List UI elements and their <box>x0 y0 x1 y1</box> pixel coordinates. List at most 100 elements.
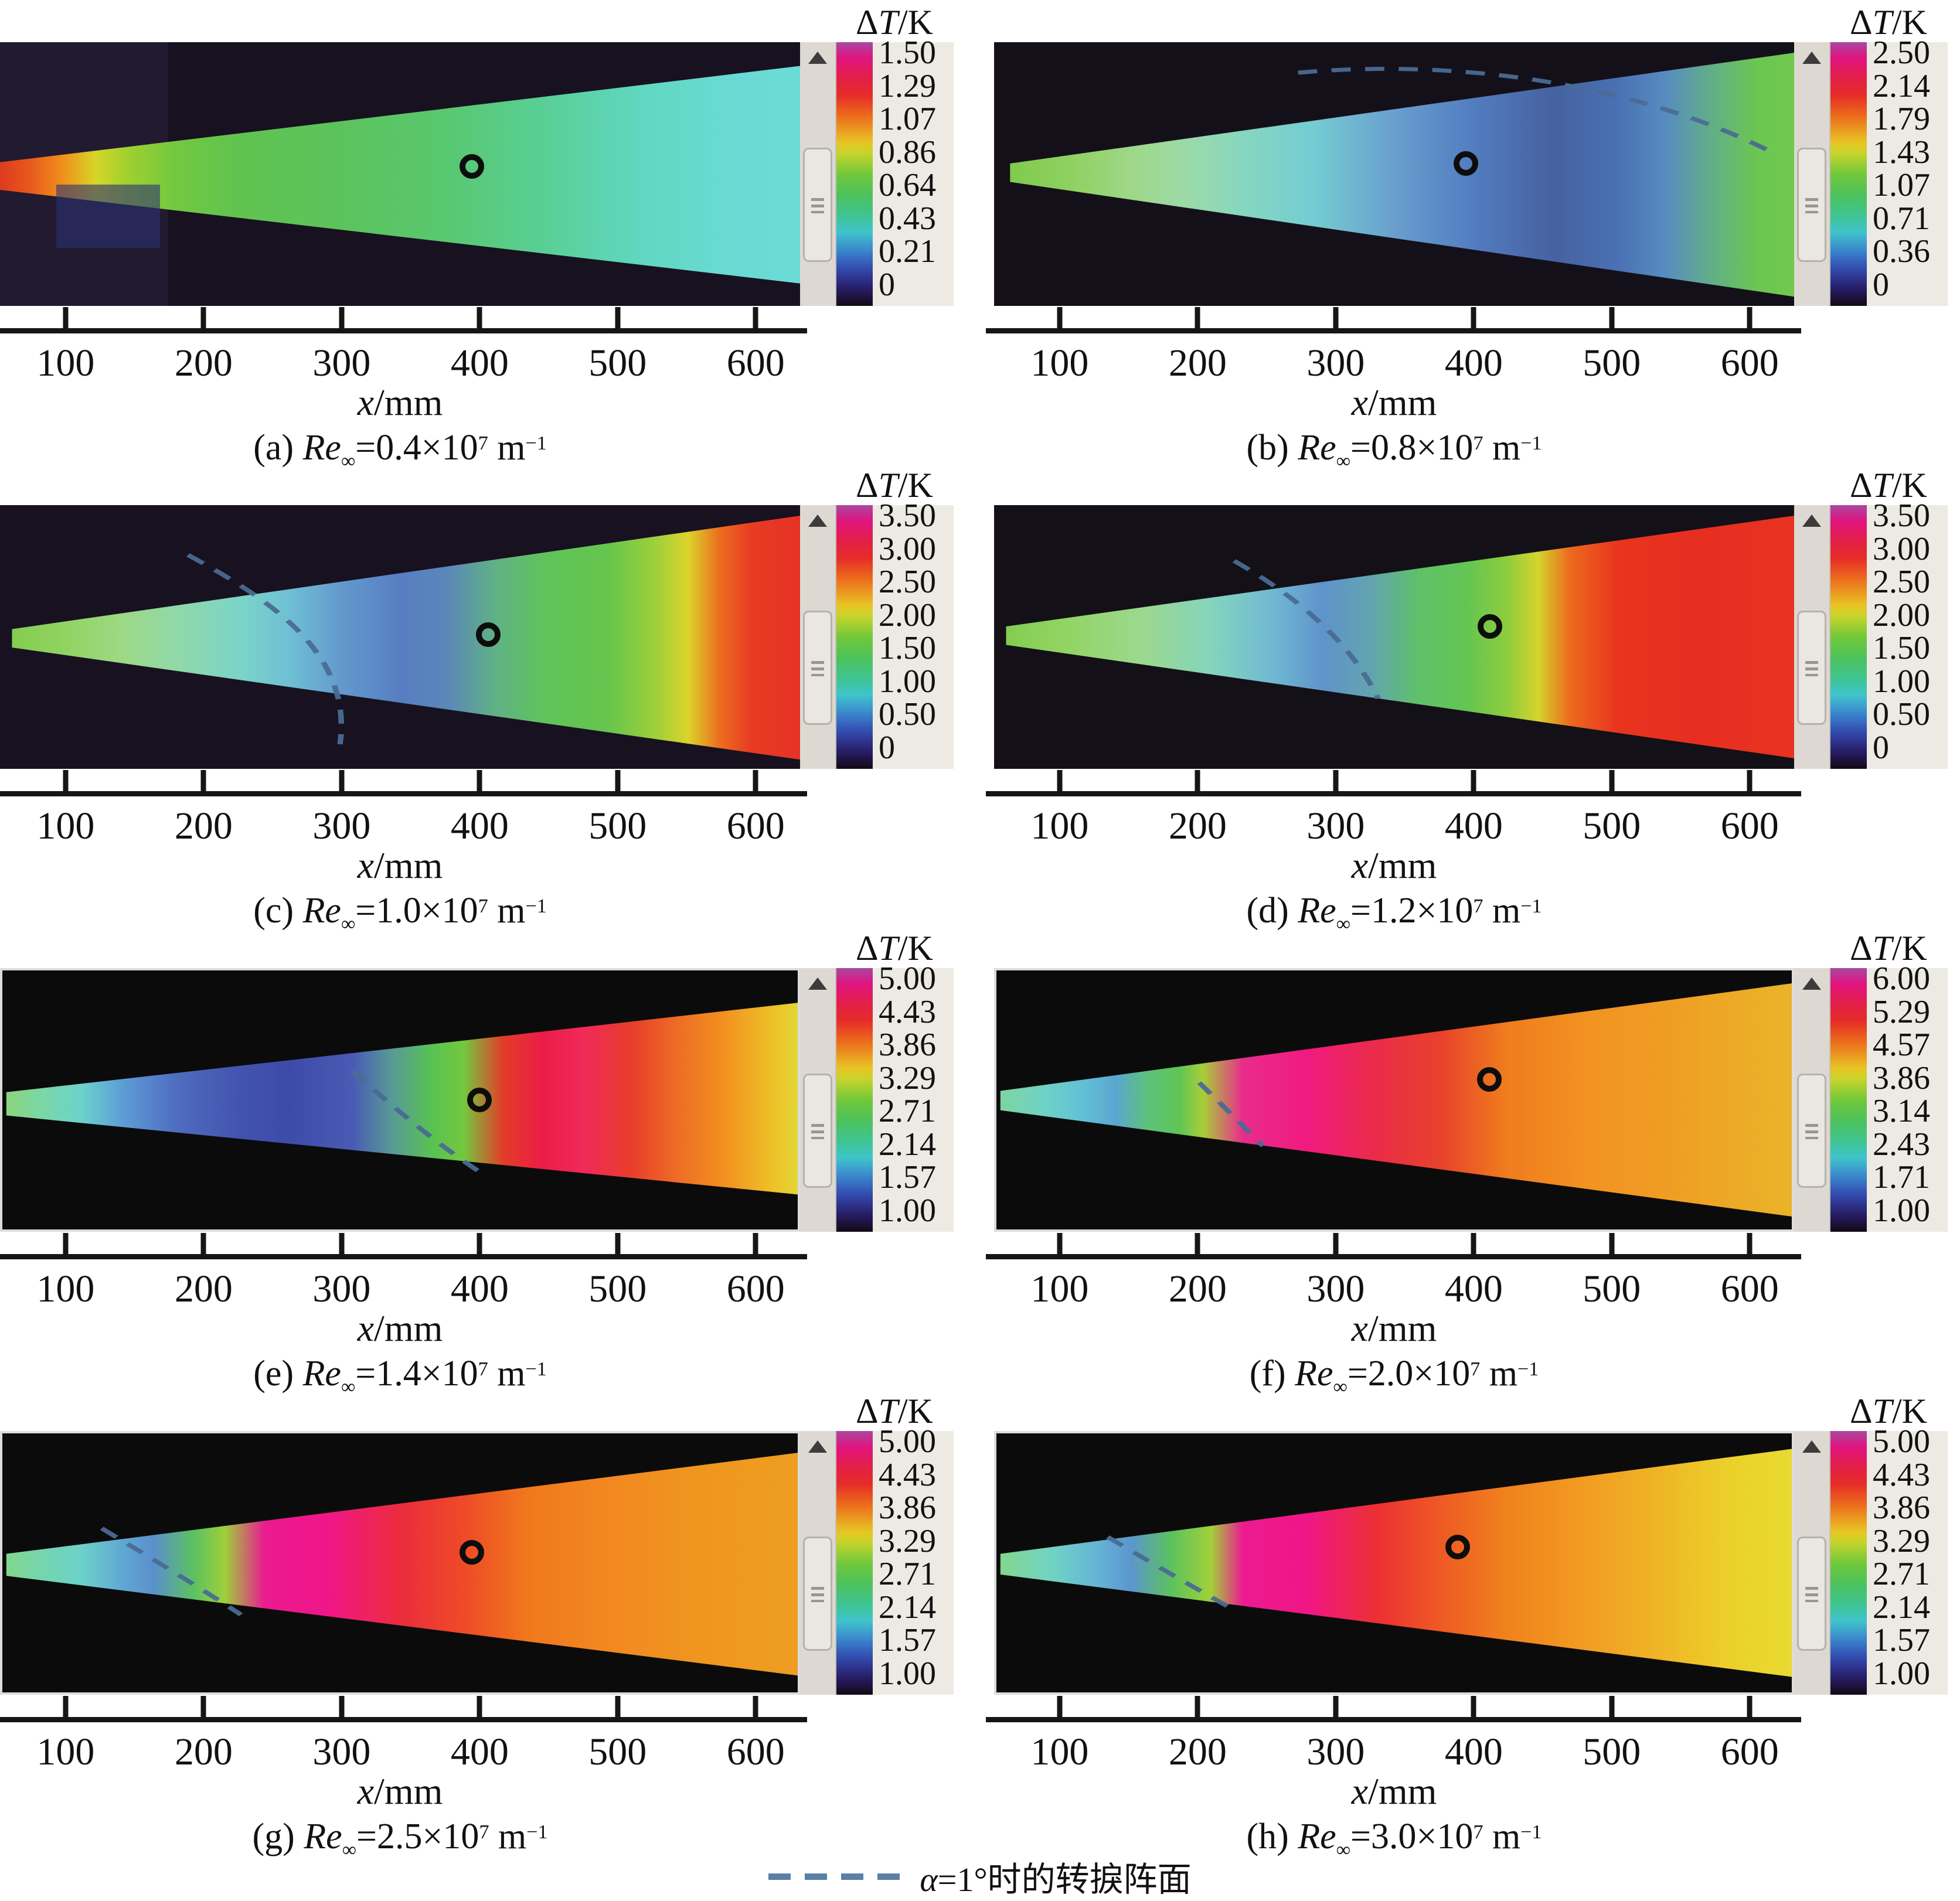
infrared-thermal-image <box>0 968 800 1232</box>
caption-exponent: 7 <box>1470 1358 1481 1380</box>
caption-value: =0.8×10 <box>1350 428 1474 468</box>
x-tick-label: 200 <box>174 342 233 384</box>
colorbar: 2.50 2.14 1.79 1.43 1.07 0.71 0.36 0 <box>1794 35 1948 306</box>
circle-marker <box>1445 1535 1471 1560</box>
x-axis-label-variable: x <box>1351 1770 1369 1812</box>
colorbar-scrollbar <box>1794 1431 1830 1695</box>
x-tick-label: 100 <box>1030 805 1089 847</box>
cone-model-heatmap <box>1000 1449 1792 1677</box>
scroll-up-arrow-icon <box>808 1440 827 1453</box>
colorbar-tick-label: 3.86 <box>879 1026 936 1063</box>
x-axis-label-variable: x <box>1351 844 1369 886</box>
dashed-line-sample <box>768 1873 905 1880</box>
x-tick-label: 600 <box>1720 1268 1779 1310</box>
colorbar-gradient-strip <box>1830 505 1867 769</box>
caption-index: (e) <box>253 1354 303 1394</box>
x-tick-label: 500 <box>588 1730 647 1773</box>
colorbar-tick-label: 5.00 <box>879 1423 936 1460</box>
colorbar-tick-label: 0 <box>879 267 895 303</box>
plot-row: 5.00 4.43 3.86 3.29 2.71 2.14 1.57 1.00 <box>994 1423 1953 1695</box>
colorbar-tick-label: 3.14 <box>1873 1093 1930 1130</box>
caption-exponent: 7 <box>479 1821 489 1843</box>
x-tick-label: 200 <box>174 805 233 847</box>
x-axis: 100 200 300 400 500 600 <box>986 1232 1801 1311</box>
colorbar-scrollbar <box>1794 42 1830 306</box>
x-axis-tick <box>1609 307 1615 333</box>
colorbar-title-unit: /K <box>898 3 933 42</box>
caption-exponent: 7 <box>478 895 488 917</box>
x-axis-tick <box>1471 770 1476 796</box>
scroll-up-arrow-icon <box>1802 52 1821 64</box>
colorbar-tick-label: 1.07 <box>879 100 936 137</box>
panel-caption: (g) Re∞=2.5×107 m−1 <box>0 1812 800 1861</box>
caption-infinity-subscript: ∞ <box>1333 1376 1348 1398</box>
caption-infinity-subscript: ∞ <box>341 913 356 935</box>
colorbar-tick-label: 4.43 <box>879 1456 936 1493</box>
x-axis: 100 200 300 400 500 600 <box>0 1232 807 1311</box>
colorbar-scrollbar-thumb <box>803 1537 832 1651</box>
x-axis: 100 200 300 400 500 600 <box>0 306 807 386</box>
x-axis: 100 200 300 400 500 600 <box>986 1695 1801 1774</box>
infrared-thermal-image <box>994 1431 1794 1695</box>
scroll-up-arrow-icon <box>808 515 827 527</box>
legend-alpha-symbol: α <box>920 1861 938 1899</box>
colorbar-tick-labels: 3.50 3.00 2.50 2.00 1.50 1.00 0.50 0 <box>1867 498 1948 769</box>
caption-unit-exponent: −1 <box>525 432 547 454</box>
panel-caption: (a) Re∞=0.4×107 m−1 <box>0 423 800 472</box>
caption-infinity-subscript: ∞ <box>341 1376 356 1398</box>
colorbar-title-unit: /K <box>898 1392 933 1430</box>
caption-value: =2.5×10 <box>356 1817 479 1857</box>
x-tick-label: 600 <box>726 1268 785 1310</box>
caption-index: (a) <box>253 428 303 468</box>
x-axis-label: x/mm <box>0 1310 800 1349</box>
colorbar-gradient-strip <box>836 968 873 1232</box>
x-axis-tick <box>615 1233 621 1259</box>
colorbar-title: ΔT/K <box>0 4 959 42</box>
colorbar-tick-label: 4.43 <box>879 993 936 1030</box>
x-axis-line <box>986 791 1801 796</box>
x-tick-label: 200 <box>1168 342 1227 384</box>
colorbar-tick-label: 0.71 <box>1873 200 1930 237</box>
x-axis-tick <box>753 307 758 333</box>
x-axis-line <box>986 1254 1801 1259</box>
cone-model-heatmap <box>6 1453 798 1676</box>
colorbar-tick-label: 0 <box>1873 730 1889 766</box>
caption-re-symbol: Re <box>1298 891 1336 931</box>
x-axis-label-unit: /mm <box>1368 844 1437 886</box>
colorbar-tick-label: 1.57 <box>879 1622 936 1659</box>
colorbar-tick-label: 0.86 <box>879 134 936 171</box>
x-axis-tick <box>1195 1233 1200 1259</box>
colorbar-tick-label: 3.00 <box>1873 530 1930 567</box>
figure-panel: ΔT/K 3.50 3.00 2.50 2.00 1.50 <box>986 466 1953 935</box>
x-axis-tick <box>339 307 345 333</box>
circle-marker <box>1477 1067 1502 1092</box>
x-tick-label: 400 <box>450 1268 509 1310</box>
panel-caption: (f) Re∞=2.0×107 m−1 <box>994 1349 1794 1398</box>
x-axis-tick <box>63 1696 69 1722</box>
colorbar-title-delta: Δ <box>856 1392 879 1430</box>
colorbar-tick-label: 2.50 <box>1873 563 1930 600</box>
colorbar: 1.50 1.29 1.07 0.86 0.64 0.43 0.21 0 <box>800 35 954 306</box>
x-tick-label: 500 <box>1583 1268 1641 1310</box>
x-axis-tick <box>477 1696 482 1722</box>
colorbar-scrollbar-thumb <box>1797 1537 1826 1651</box>
x-axis-tick <box>1333 770 1339 796</box>
colorbar-tick-label: 2.71 <box>1873 1556 1930 1593</box>
x-tick-label: 200 <box>174 1268 233 1310</box>
x-tick-label: 500 <box>1583 342 1641 384</box>
scroll-up-arrow-icon <box>808 52 827 64</box>
colorbar-scrollbar <box>800 968 836 1232</box>
x-tick-label: 400 <box>1444 805 1503 847</box>
x-axis-tick <box>339 1696 345 1722</box>
colorbar-title-delta: Δ <box>1850 3 1873 42</box>
x-axis-label-unit: /mm <box>1368 381 1437 423</box>
x-axis-tick <box>1057 770 1063 796</box>
colorbar-title-variable: T <box>1872 1392 1892 1430</box>
x-axis-label-variable: x <box>357 844 375 886</box>
x-axis-tick <box>753 770 758 796</box>
x-axis-tick <box>200 770 206 796</box>
x-tick-label: 300 <box>1306 342 1365 384</box>
colorbar: 3.50 3.00 2.50 2.00 1.50 1.00 0.50 0 <box>800 498 954 769</box>
legend-label: =1°时的转捩阵面 <box>937 1861 1192 1899</box>
caption-exponent: 7 <box>478 432 488 454</box>
